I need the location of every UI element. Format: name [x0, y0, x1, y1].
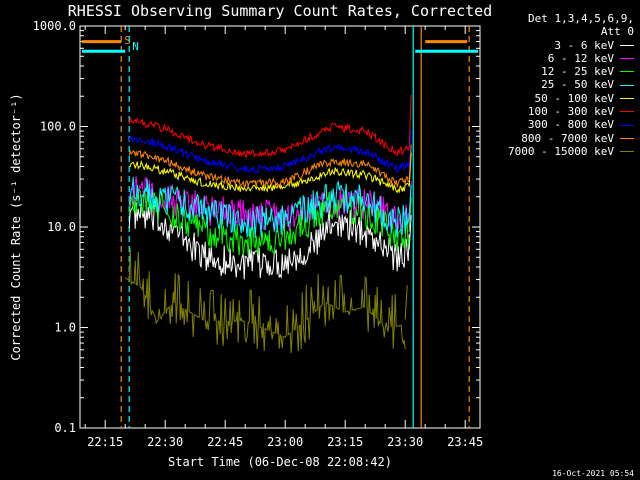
legend-entry-300-800: 300 - 800 keV	[484, 118, 634, 131]
series-line-0	[128, 198, 410, 280]
legend-swatch	[620, 124, 634, 126]
legend-entry-800-7000: 800 - 7000 keV	[484, 132, 634, 145]
series-line-4	[129, 159, 410, 194]
series-spike-6	[408, 129, 412, 165]
series-line-7	[128, 149, 410, 188]
series-line-5	[128, 116, 410, 159]
series-line-8	[124, 247, 406, 354]
series-spike-7	[408, 144, 412, 180]
x-tick-label: 22:30	[147, 435, 183, 449]
legend-swatch	[620, 97, 634, 99]
generation-timestamp: 16-Oct-2021 05:54	[552, 469, 634, 478]
legend-swatch	[620, 44, 634, 46]
series-line-6	[128, 135, 410, 174]
legend-entry-25-50: 25 - 50 keV	[484, 78, 634, 91]
marker-label: S	[124, 34, 131, 47]
series-spike-2	[408, 197, 412, 232]
series-spike-3	[408, 184, 412, 220]
y-axis-label: Corrected Count Rate (s⁻¹ detector⁻¹)	[9, 93, 23, 360]
legend-swatch	[620, 84, 634, 86]
x-tick-label: 23:00	[267, 435, 303, 449]
series-spike-0	[408, 214, 412, 250]
series-spike-5	[408, 94, 412, 149]
legend-swatch	[620, 111, 634, 113]
x-tick-label: 23:30	[387, 435, 423, 449]
legend-swatch	[620, 137, 634, 139]
plot-frame	[79, 25, 481, 429]
legend-swatch	[620, 58, 634, 60]
marker-label: N	[132, 40, 139, 53]
legend-entry-50-100: 50 - 100 keV	[484, 92, 634, 105]
legend-swatch	[620, 151, 634, 153]
series-line-3	[128, 176, 410, 238]
legend-entry-100-300: 100 - 300 keV	[484, 105, 634, 118]
x-tick-label: 22:45	[207, 435, 243, 449]
legend: Det 1,3,4,5,6,9, Att 0 3 - 6 keV 6 - 12 …	[484, 12, 634, 158]
legend-entry-3-6: 3 - 6 keV	[484, 39, 634, 52]
x-axis-label: Start Time (06-Dec-08 22:08:42)	[168, 455, 392, 469]
legend-entry-12-25: 12 - 25 keV	[484, 65, 634, 78]
legend-swatch	[620, 71, 634, 73]
series-line-2	[128, 189, 410, 256]
legend-entry-6-12: 6 - 12 keV	[484, 52, 634, 65]
x-tick-label: 22:15	[87, 435, 123, 449]
y-tick-label: 10.0	[47, 220, 76, 234]
y-tick-label: 1000.0	[33, 19, 76, 33]
chart-title: RHESSI Observing Summary Count Rates, Co…	[67, 2, 493, 20]
legend-entry-7000-15000: 7000 - 15000 keV	[484, 145, 634, 158]
series-spike-8	[404, 285, 408, 320]
y-tick-label: 100.0	[40, 120, 76, 134]
y-tick-label: 0.1	[54, 421, 76, 435]
legend-header-detectors: Det 1,3,4,5,6,9,	[528, 12, 634, 25]
x-tick-label: 23:45	[447, 435, 483, 449]
x-tick-label: 23:15	[327, 435, 363, 449]
legend-header-attenuator: Att 0	[600, 25, 634, 39]
y-tick-label: 1.0	[54, 321, 76, 335]
